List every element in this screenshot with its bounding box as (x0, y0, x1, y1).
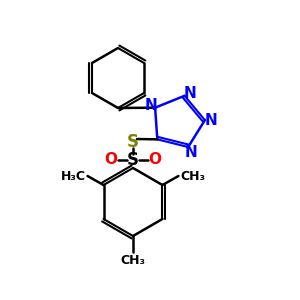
Text: O: O (104, 152, 118, 167)
Text: CH₃: CH₃ (180, 169, 206, 182)
Text: N: N (205, 112, 217, 128)
Text: S: S (127, 151, 139, 169)
Text: O: O (148, 152, 161, 167)
Text: N: N (185, 145, 197, 160)
Text: H₃C: H₃C (61, 169, 85, 182)
Text: CH₃: CH₃ (121, 254, 146, 267)
Text: N: N (183, 86, 196, 101)
Text: S: S (127, 133, 139, 151)
Text: N: N (145, 98, 158, 113)
